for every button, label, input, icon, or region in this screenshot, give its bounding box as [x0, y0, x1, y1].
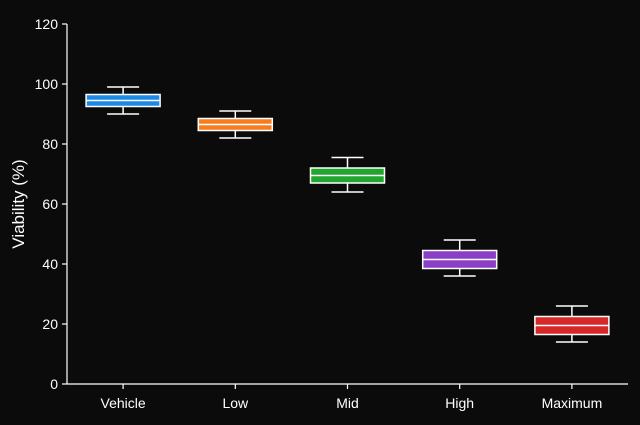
y-axis-title: Viability (%) [9, 159, 28, 248]
x-tick-label: Low [222, 395, 249, 411]
y-tick-label: 120 [35, 16, 59, 32]
y-tick-label: 40 [42, 256, 58, 272]
x-tick-label: High [445, 395, 474, 411]
y-tick-label: 20 [42, 316, 58, 332]
plot-area: 0 20 40 60 80 100 120 Vehicle Low Mid High Maximum [35, 16, 628, 411]
y-tick-label: 80 [42, 136, 58, 152]
x-tick-label: Vehicle [101, 395, 146, 411]
x-tick-label: Maximum [542, 395, 603, 411]
y-tick-label: 60 [42, 196, 58, 212]
x-tick-label: Mid [336, 395, 359, 411]
y-tick-label: 100 [35, 76, 59, 92]
y-tick-label: 0 [50, 376, 58, 392]
